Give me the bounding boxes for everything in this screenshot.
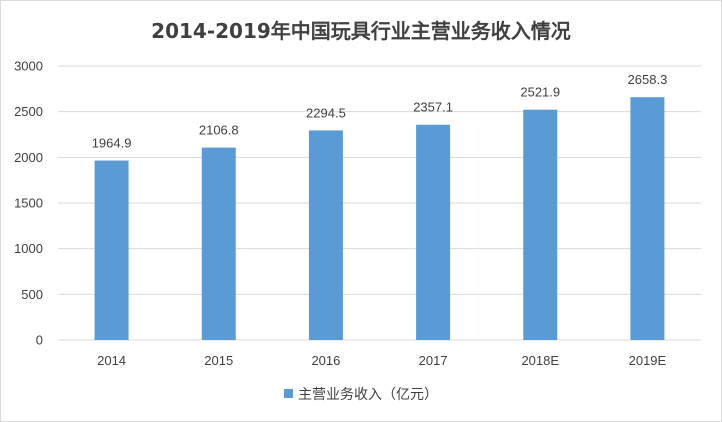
data-label: 2106.8 — [199, 123, 239, 138]
bar — [201, 147, 236, 340]
data-label: 2357.1 — [413, 100, 453, 115]
y-tick-label: 2000 — [14, 150, 43, 165]
data-label: 2658.3 — [628, 72, 668, 87]
y-tick-label: 3000 — [14, 59, 43, 74]
data-label: 1964.9 — [92, 136, 132, 151]
data-label: 2521.9 — [520, 85, 560, 100]
x-tick-label: 2018E — [521, 353, 559, 368]
y-tick-label: 0 — [36, 333, 43, 348]
x-tick-label: 2016 — [311, 353, 340, 368]
y-tick-label: 2500 — [14, 104, 43, 119]
x-tick-label: 2019E — [629, 353, 667, 368]
x-tick-label: 2015 — [204, 353, 233, 368]
bar — [416, 124, 451, 340]
bar — [308, 130, 343, 340]
bar — [523, 109, 558, 340]
y-tick-label: 500 — [21, 287, 43, 302]
legend-label: 主营业务收入（亿元） — [298, 387, 438, 403]
x-tick-label: 2017 — [419, 353, 448, 368]
y-tick-label: 1500 — [14, 196, 43, 211]
legend: 主营业务收入（亿元） — [1, 384, 721, 404]
legend-swatch — [284, 388, 293, 398]
y-tick-label: 1000 — [14, 241, 43, 256]
x-tick-label: 2014 — [97, 353, 126, 368]
bar — [94, 160, 129, 340]
bar — [630, 97, 665, 340]
chart-title: 2014-2019年中国玩具行业主营业务收入情况 — [151, 19, 571, 43]
data-label: 2294.5 — [306, 105, 346, 120]
